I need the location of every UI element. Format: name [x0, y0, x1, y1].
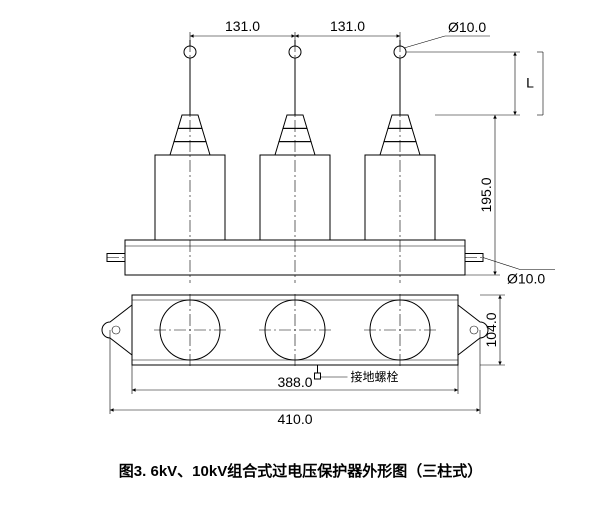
- dim-height-195: 195.0: [478, 177, 494, 212]
- dim-ring-dia: Ø10.0: [448, 19, 486, 35]
- dim-104: 104.0: [483, 312, 499, 347]
- dim-388: 388.0: [277, 374, 312, 390]
- dim-410: 410.0: [277, 411, 312, 427]
- engineering-drawing: 接地螺栓 131.0 131.0 Ø10.0 L 195.0 Ø10.0 104.0 388.0…: [40, 10, 570, 440]
- dim-lug-dia: Ø10.0: [507, 271, 545, 287]
- page-root: 接地螺栓 131.0 131.0 Ø10.0 L 195.0 Ø10.0 104.0 388.0…: [0, 0, 601, 505]
- ground-bolt-label: 接地螺栓: [351, 369, 399, 384]
- dim-spacing-2: 131.0: [330, 18, 365, 34]
- dim-spacing-1: 131.0: [225, 18, 260, 34]
- dim-L: L: [526, 75, 534, 91]
- figure-caption: 图3. 6kV、10kV组合式过电压保护器外形图（三柱式）: [0, 460, 601, 481]
